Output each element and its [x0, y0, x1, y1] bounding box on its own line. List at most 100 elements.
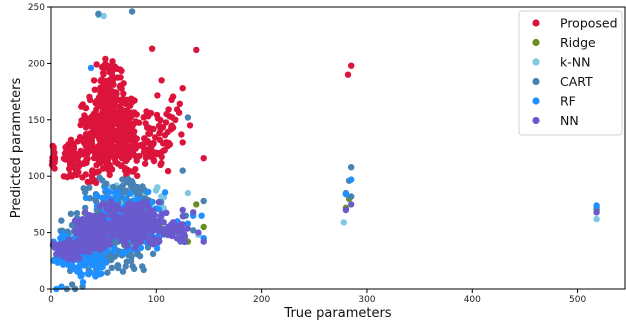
data-point — [98, 213, 106, 221]
data-point — [90, 77, 98, 84]
data-point — [181, 238, 188, 246]
data-point — [86, 96, 94, 104]
data-point — [118, 214, 125, 221]
data-point — [150, 157, 158, 165]
data-point — [128, 8, 136, 15]
data-point — [85, 119, 93, 126]
data-point — [166, 113, 173, 120]
data-point — [128, 178, 136, 185]
data-point — [184, 189, 192, 197]
y-tick-label: 100 — [28, 172, 45, 182]
data-point — [198, 212, 205, 219]
data-point — [105, 95, 112, 102]
data-point — [109, 138, 116, 145]
data-point — [140, 234, 147, 241]
data-point — [118, 162, 125, 169]
data-point — [348, 201, 355, 208]
data-point — [154, 184, 161, 191]
data-point — [104, 220, 111, 227]
data-point — [67, 210, 75, 217]
data-point — [147, 125, 154, 132]
data-point — [122, 248, 130, 256]
data-point — [96, 244, 104, 251]
data-point — [155, 217, 163, 224]
data-point — [93, 97, 100, 105]
data-point — [132, 166, 139, 173]
data-point — [105, 153, 113, 160]
data-point — [108, 264, 116, 271]
data-point — [81, 140, 89, 148]
data-point — [83, 258, 90, 265]
legend-label: k-NN — [560, 55, 590, 70]
data-point — [122, 130, 129, 137]
y-axis-ticks: 0 50 100 150 200 250 — [28, 3, 51, 295]
data-point — [84, 178, 91, 185]
data-point — [171, 224, 178, 231]
data-point — [101, 201, 108, 208]
data-point — [70, 163, 77, 170]
data-point — [88, 168, 96, 175]
data-point — [178, 131, 185, 138]
data-point — [113, 197, 120, 204]
data-point — [94, 156, 102, 163]
data-point — [114, 262, 121, 269]
data-point — [49, 162, 56, 169]
legend-marker — [532, 19, 540, 27]
data-point — [133, 135, 140, 143]
data-point — [76, 238, 83, 245]
data-point — [195, 229, 202, 236]
data-point — [64, 173, 71, 181]
data-point — [342, 191, 350, 198]
data-point — [96, 125, 104, 132]
data-point — [51, 149, 58, 156]
data-point — [125, 233, 132, 240]
data-point — [140, 149, 148, 156]
y-axis-label: Predicted parameters — [9, 77, 24, 218]
data-point — [87, 142, 94, 149]
data-point — [112, 239, 120, 246]
data-point — [157, 161, 164, 168]
data-point — [134, 172, 141, 179]
data-point — [58, 283, 65, 290]
data-point — [165, 224, 172, 232]
data-point — [80, 135, 87, 142]
data-point — [128, 111, 135, 118]
data-point — [145, 130, 152, 137]
data-point — [100, 69, 107, 77]
data-point — [125, 144, 133, 152]
data-point — [93, 192, 100, 199]
data-point — [176, 100, 183, 108]
data-point — [62, 144, 69, 151]
data-point — [169, 219, 177, 226]
data-point — [100, 145, 108, 152]
legend-marker — [532, 38, 540, 47]
series-nn — [49, 198, 600, 263]
data-point — [109, 90, 116, 97]
data-point — [100, 64, 108, 71]
data-point — [133, 224, 140, 231]
data-point — [100, 12, 107, 20]
data-point — [133, 241, 140, 248]
data-point — [165, 106, 172, 113]
data-point — [179, 206, 186, 214]
data-point — [106, 166, 114, 173]
data-point — [49, 142, 56, 150]
data-point — [87, 64, 95, 72]
data-point — [139, 263, 146, 270]
data-point — [97, 112, 104, 119]
legend-label: Proposed — [560, 16, 618, 31]
data-point — [159, 124, 167, 131]
data-point — [145, 188, 152, 195]
data-point — [113, 65, 121, 73]
data-point — [110, 210, 117, 217]
data-point — [127, 102, 134, 109]
data-point — [115, 152, 122, 159]
data-point — [141, 135, 148, 142]
data-point — [69, 146, 76, 153]
data-point — [124, 116, 131, 124]
data-point — [58, 217, 65, 224]
data-point — [184, 220, 192, 227]
data-point — [106, 241, 114, 248]
legend-label: NN — [560, 113, 579, 128]
legend-marker — [532, 116, 540, 125]
